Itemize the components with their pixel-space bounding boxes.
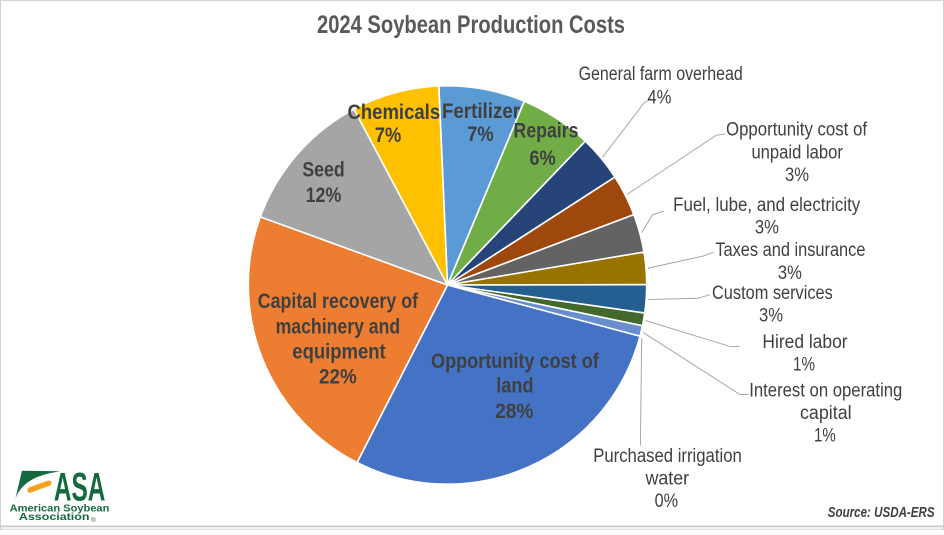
svg-text:American Soybean: American Soybean bbox=[10, 502, 110, 514]
svg-text:7%: 7% bbox=[467, 122, 494, 146]
svg-text:Association: Association bbox=[19, 511, 90, 523]
svg-text:Hired labor: Hired labor bbox=[762, 332, 848, 353]
svg-text:Taxes and insurance: Taxes and insurance bbox=[715, 240, 865, 261]
svg-text:Interest on operating: Interest on operating bbox=[749, 381, 902, 402]
svg-text:land: land bbox=[496, 373, 533, 397]
svg-text:Purchased irrigation: Purchased irrigation bbox=[593, 446, 742, 467]
svg-text:capital: capital bbox=[800, 403, 852, 424]
svg-text:3%: 3% bbox=[785, 165, 809, 186]
svg-text:1%: 1% bbox=[793, 355, 815, 376]
svg-text:1%: 1% bbox=[814, 426, 836, 447]
svg-text:Fuel, lube, and electricity: Fuel, lube, and electricity bbox=[673, 195, 861, 216]
svg-text:0%: 0% bbox=[655, 491, 678, 512]
svg-text:equipment: equipment bbox=[292, 339, 385, 363]
svg-text:3%: 3% bbox=[759, 306, 783, 327]
svg-text:22%: 22% bbox=[319, 364, 357, 388]
svg-text:Repairs: Repairs bbox=[514, 118, 579, 142]
svg-text:Chemicals: Chemicals bbox=[347, 100, 440, 124]
svg-text:Source: USDA-ERS: Source: USDA-ERS bbox=[828, 504, 935, 521]
svg-text:6%: 6% bbox=[529, 146, 555, 170]
svg-text:7%: 7% bbox=[375, 123, 402, 147]
svg-text:Opportunity cost of: Opportunity cost of bbox=[726, 120, 868, 141]
svg-text:Custom services: Custom services bbox=[712, 283, 833, 304]
svg-text:28%: 28% bbox=[495, 399, 533, 423]
svg-text:water: water bbox=[645, 469, 690, 490]
svg-text:Seed: Seed bbox=[302, 158, 344, 182]
svg-text:ASA: ASA bbox=[54, 466, 106, 510]
svg-text:3%: 3% bbox=[778, 263, 802, 284]
svg-text:Fertilizer: Fertilizer bbox=[442, 99, 521, 123]
svg-text:unpaid labor: unpaid labor bbox=[751, 142, 843, 163]
svg-text:®: ® bbox=[91, 517, 96, 524]
svg-text:3%: 3% bbox=[755, 218, 779, 239]
svg-text:Capital recovery of: Capital recovery of bbox=[258, 289, 419, 313]
svg-text:Opportunity cost of: Opportunity cost of bbox=[431, 349, 600, 373]
svg-text:4%: 4% bbox=[647, 88, 671, 109]
svg-text:12%: 12% bbox=[306, 183, 342, 207]
svg-text:General farm overhead: General farm overhead bbox=[579, 64, 743, 85]
svg-text:machinery and: machinery and bbox=[276, 314, 401, 338]
svg-text:2024 Soybean Production Costs: 2024 Soybean Production Costs bbox=[317, 11, 625, 39]
